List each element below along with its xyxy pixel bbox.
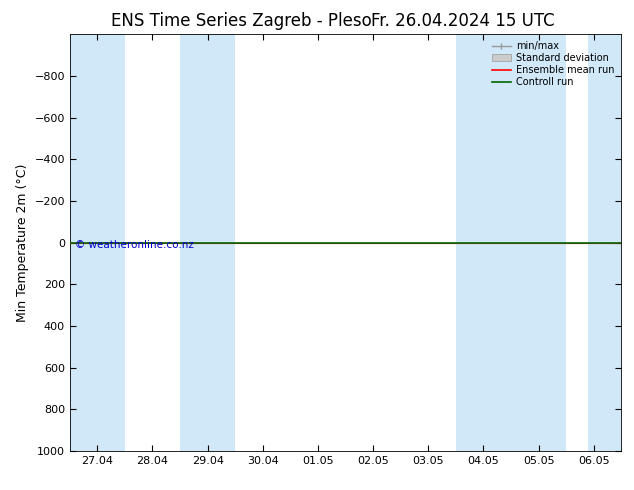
Bar — [456, 34, 566, 451]
Text: © weatheronline.co.nz: © weatheronline.co.nz — [75, 241, 194, 250]
Text: Fr. 26.04.2024 15 UTC: Fr. 26.04.2024 15 UTC — [371, 12, 555, 30]
Bar — [588, 34, 627, 451]
Bar — [70, 34, 125, 451]
Legend: min/max, Standard deviation, Ensemble mean run, Controll run: min/max, Standard deviation, Ensemble me… — [489, 39, 616, 89]
Bar — [180, 34, 235, 451]
Y-axis label: Min Temperature 2m (°C): Min Temperature 2m (°C) — [16, 163, 29, 322]
Text: ENS Time Series Zagreb - Pleso: ENS Time Series Zagreb - Pleso — [110, 12, 372, 30]
